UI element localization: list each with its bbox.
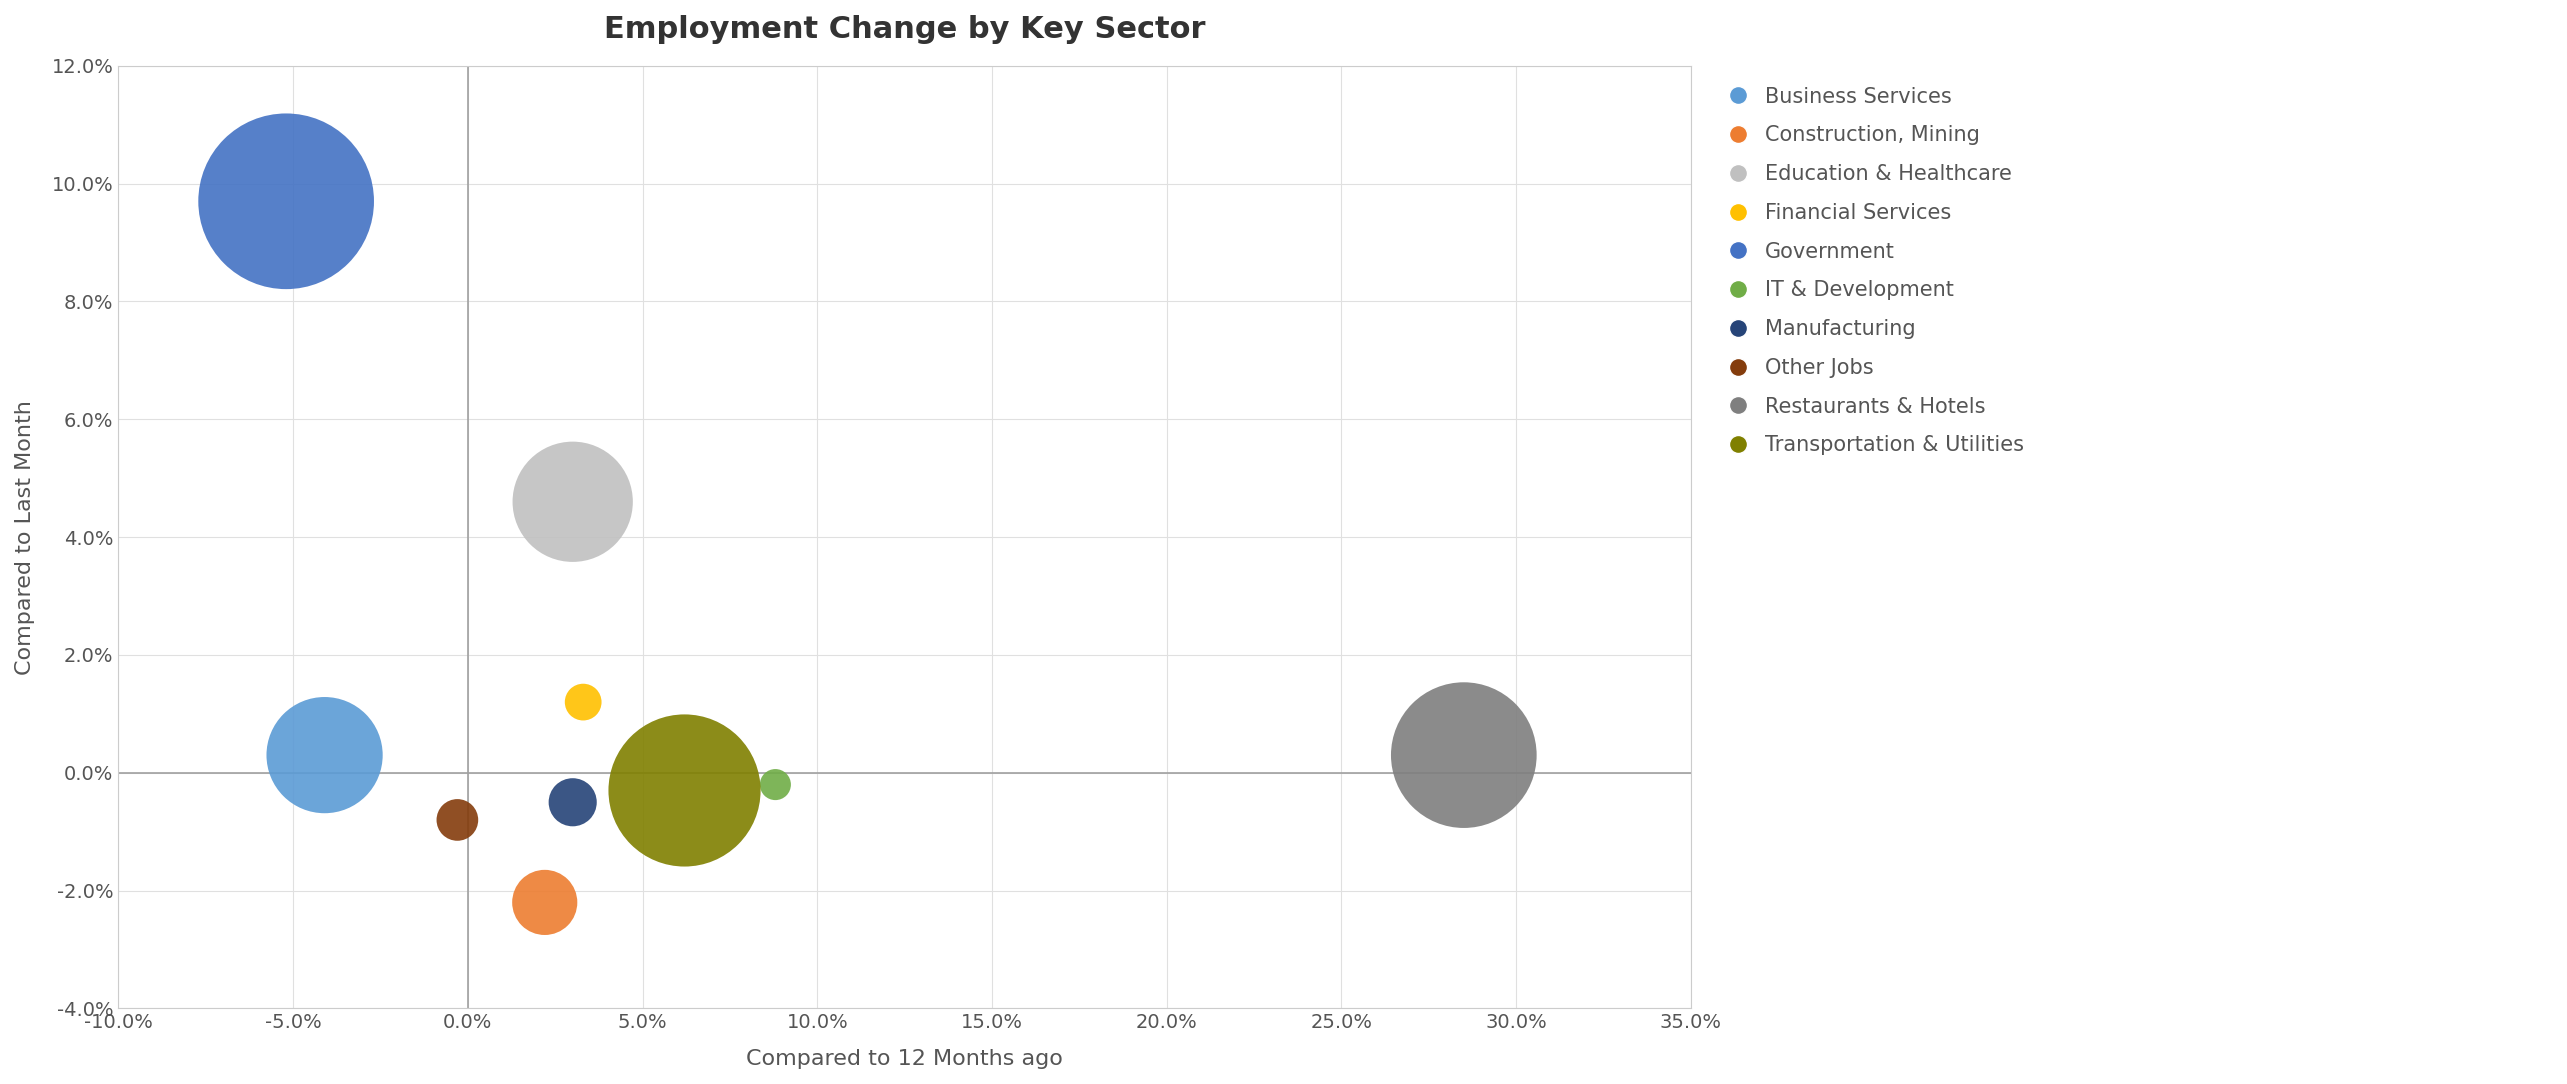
Legend: Business Services, Construction, Mining, Education & Healthcare, Financial Servi: Business Services, Construction, Mining,… (1717, 76, 2036, 466)
IT & Development (755, 776, 796, 793)
Business Services (303, 747, 344, 764)
Title: Employment Change by Key Sector: Employment Change by Key Sector (603, 15, 1206, 44)
Financial Services (562, 694, 603, 711)
Y-axis label: Compared to Last Month: Compared to Last Month (15, 400, 36, 674)
Education & Healthcare (552, 493, 593, 511)
Manufacturing (552, 793, 593, 811)
Transportation & Utilities (665, 782, 706, 799)
X-axis label: Compared to 12 Months ago: Compared to 12 Months ago (747, 1049, 1063, 1069)
Restaurants & Hotels (1443, 747, 1484, 764)
Construction, Mining (524, 893, 565, 911)
Government (264, 193, 305, 210)
Other Jobs (436, 811, 477, 828)
